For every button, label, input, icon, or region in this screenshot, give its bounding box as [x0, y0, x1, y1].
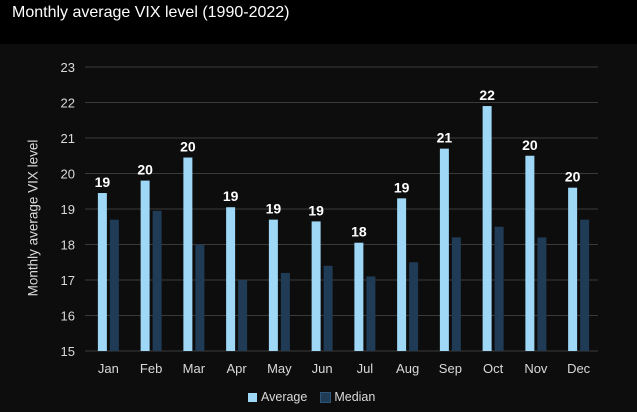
data-label-oct: 22 — [479, 87, 495, 103]
data-label-jul: 18 — [351, 224, 367, 240]
x-tick-label-sep: Sep — [439, 361, 462, 376]
legend-label-median: Median — [334, 390, 376, 404]
bar-median-aug — [409, 262, 419, 351]
bar-average-jul — [354, 242, 364, 351]
bar-median-jul — [366, 276, 376, 351]
x-tick-label-mar: Mar — [183, 361, 206, 376]
x-tick-label-jan: Jan — [98, 361, 119, 376]
data-label-dec: 20 — [565, 169, 581, 185]
legend-label-average: Average — [261, 390, 308, 404]
bar-median-mar — [195, 244, 205, 351]
bar-median-sep — [451, 237, 461, 351]
x-tick-label-dec: Dec — [567, 361, 591, 376]
bar-average-sep — [439, 148, 449, 351]
y-tick-label-18: 18 — [61, 238, 75, 253]
bar-average-apr — [226, 207, 236, 351]
data-label-feb: 20 — [137, 162, 153, 178]
x-tick-label-oct: Oct — [483, 361, 504, 376]
bar-median-apr — [238, 280, 248, 351]
bar-average-feb — [140, 180, 150, 351]
bar-median-jan — [109, 219, 119, 351]
y-tick-label-15: 15 — [61, 344, 75, 359]
data-label-sep: 21 — [437, 130, 453, 146]
y-axis-label: Monthly average VIX level — [25, 139, 41, 297]
data-label-jun: 19 — [308, 202, 324, 218]
bar-average-may — [268, 219, 278, 351]
x-tick-label-nov: Nov — [524, 361, 548, 376]
bar-average-jun — [311, 221, 321, 351]
legend-swatch-median — [320, 391, 332, 403]
bar-average-oct — [482, 106, 492, 351]
bar-median-may — [280, 272, 290, 351]
bar-average-aug — [397, 198, 407, 351]
bar-average-dec — [568, 187, 578, 351]
data-label-may: 19 — [266, 201, 282, 217]
bar-average-jan — [97, 193, 107, 351]
data-label-nov: 20 — [522, 137, 538, 153]
data-label-mar: 20 — [180, 139, 196, 155]
y-tick-label-23: 23 — [61, 60, 75, 75]
bar-median-dec — [580, 219, 590, 351]
chart-title: Monthly average VIX level (1990-2022) — [12, 4, 290, 21]
x-tick-label-may: May — [267, 361, 292, 376]
x-tick-label-aug: Aug — [396, 361, 419, 376]
legend-swatch-average — [248, 392, 257, 402]
legend-item-average: Average — [248, 390, 307, 404]
y-tick-label-17: 17 — [61, 273, 75, 288]
x-tick-label-feb: Feb — [140, 361, 162, 376]
bar-median-oct — [494, 226, 504, 351]
y-tick-label-19: 19 — [61, 202, 75, 217]
data-label-jan: 19 — [95, 174, 111, 190]
data-label-aug: 19 — [394, 179, 410, 195]
bar-average-nov — [525, 155, 535, 351]
bar-median-feb — [152, 210, 162, 351]
bar-median-nov — [537, 237, 547, 351]
y-tick-label-20: 20 — [61, 167, 75, 182]
y-tick-label-16: 16 — [61, 309, 75, 324]
legend-item-median: Median — [320, 390, 376, 404]
x-tick-label-jul: Jul — [357, 361, 374, 376]
bar-median-jun — [323, 265, 333, 351]
x-tick-label-apr: Apr — [227, 361, 248, 376]
y-tick-label-21: 21 — [61, 131, 75, 146]
y-tick-label-22: 22 — [61, 96, 75, 111]
bar-average-mar — [183, 157, 193, 351]
data-label-apr: 19 — [223, 188, 239, 204]
legend: Average Median — [248, 390, 389, 404]
x-tick-label-jun: Jun — [312, 361, 333, 376]
